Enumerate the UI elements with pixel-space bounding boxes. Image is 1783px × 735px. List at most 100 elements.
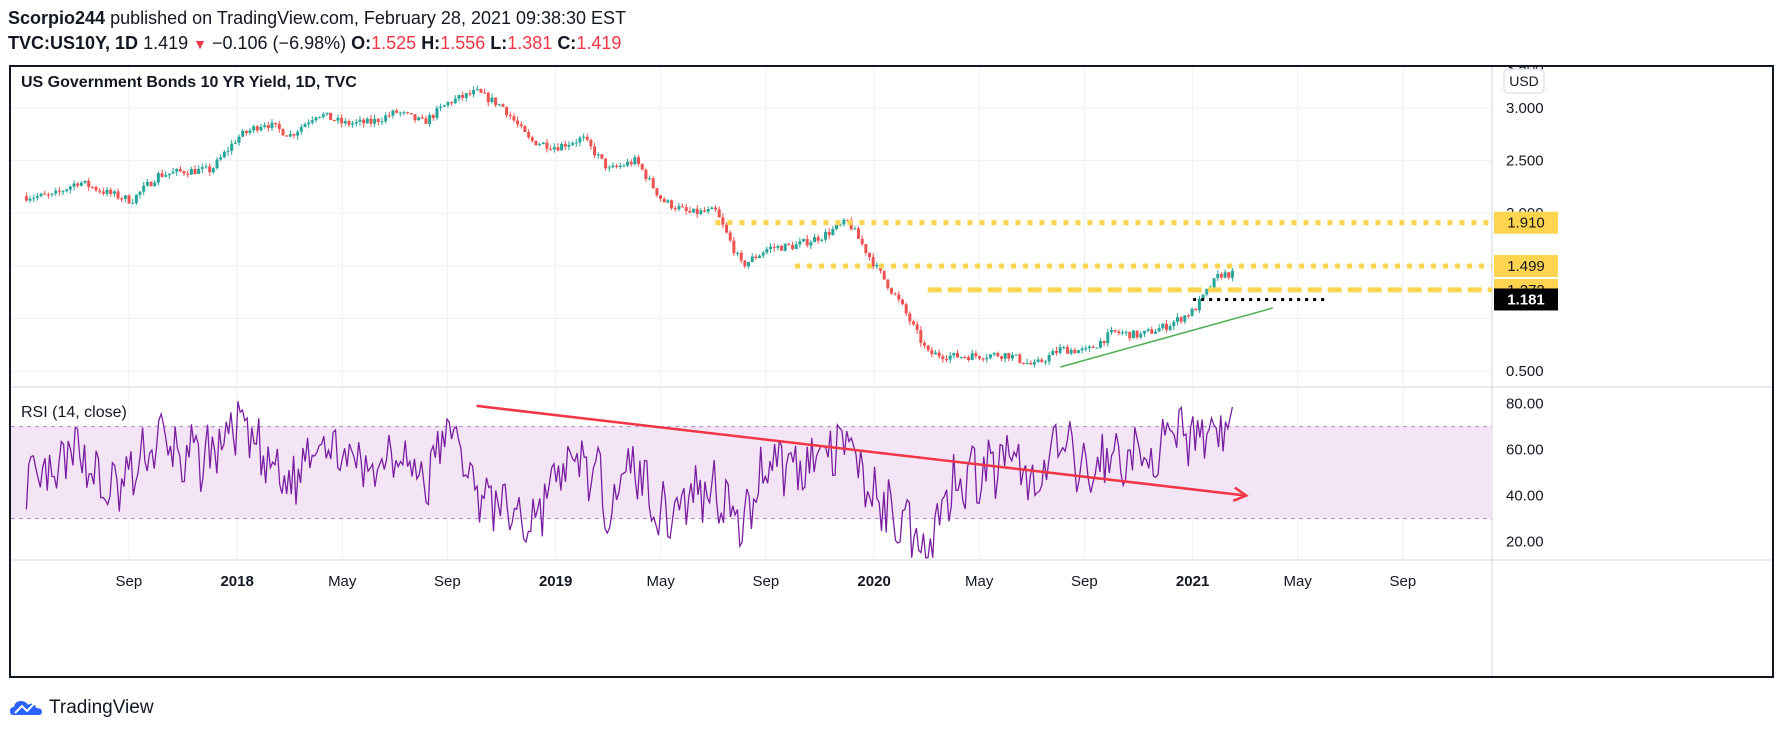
- candle-down: [483, 92, 487, 94]
- candle-up: [35, 195, 39, 198]
- candle-down: [681, 206, 685, 208]
- candle-down: [116, 191, 120, 199]
- candle-up: [142, 185, 146, 192]
- candle-up: [472, 90, 476, 95]
- candle-down: [662, 198, 666, 203]
- candle-down: [534, 140, 538, 146]
- candle-down: [640, 163, 644, 170]
- low-label: L:: [490, 33, 508, 53]
- candle-down: [90, 187, 94, 189]
- candle-up: [571, 143, 575, 145]
- candle-up: [303, 124, 307, 128]
- candle-up: [1139, 333, 1143, 338]
- high-value: 1.556: [440, 33, 486, 53]
- candle-up: [1084, 348, 1088, 350]
- candle-up: [442, 105, 446, 107]
- candle-up: [475, 89, 479, 91]
- candle-up: [28, 198, 32, 201]
- candle-up: [710, 207, 714, 210]
- rsi-title: RSI (14, close): [21, 404, 127, 421]
- candle-up: [358, 119, 362, 122]
- candle-down: [930, 350, 934, 355]
- candle-up: [776, 245, 780, 248]
- candle-down: [717, 209, 721, 218]
- candle-down: [178, 168, 182, 172]
- candle-down: [754, 256, 758, 259]
- author-name[interactable]: Scorpio244: [8, 8, 106, 28]
- candle-down: [101, 191, 105, 194]
- candle-up: [596, 154, 600, 156]
- candle-down: [890, 288, 894, 294]
- candle-down: [1186, 315, 1190, 317]
- candle-down: [912, 321, 916, 325]
- candle-down: [340, 117, 344, 124]
- candle-down: [772, 246, 776, 248]
- candle-up: [384, 115, 388, 122]
- candle-down: [893, 293, 897, 295]
- candle-down: [886, 279, 890, 289]
- candle-up: [446, 102, 450, 106]
- candle-down: [424, 118, 428, 124]
- candle-up: [541, 142, 545, 145]
- candle-down: [974, 353, 978, 357]
- candle-up: [1047, 355, 1051, 362]
- chart-frame[interactable]: Sep 2018 May Sep 2019 May Sep 2020 May Sep 2021 May…: [9, 65, 1774, 678]
- candle-down: [739, 252, 743, 261]
- rsi-tick-label: 40.00: [1506, 488, 1544, 505]
- candle-up: [626, 161, 630, 166]
- candle-down: [519, 124, 523, 127]
- chart-canvas[interactable]: Sep 2018 May Sep 2019 May Sep 2020 May Sep 2021 May…: [11, 67, 1772, 676]
- candle-down: [549, 148, 553, 150]
- candle-up: [1120, 332, 1124, 334]
- candle-up: [769, 246, 773, 250]
- candle-down: [857, 228, 861, 239]
- candle-up: [259, 126, 263, 131]
- candle-down: [864, 244, 868, 253]
- x-tick-label: Sep: [434, 573, 461, 590]
- level-label: 1.499: [1507, 258, 1545, 275]
- currency-badge-label: USD: [1509, 73, 1539, 89]
- candle-up: [233, 142, 237, 144]
- low-value: 1.381: [507, 33, 553, 53]
- candle-up: [398, 112, 402, 114]
- candle-up: [1146, 329, 1150, 331]
- candle-down: [508, 115, 512, 117]
- candle-up: [567, 144, 571, 147]
- candle-up: [1032, 362, 1036, 365]
- candle-down: [941, 356, 945, 360]
- candle-up: [321, 114, 325, 117]
- candle-down: [43, 193, 47, 195]
- candle-up: [131, 202, 135, 204]
- candle-up: [270, 122, 274, 129]
- rsi-tick-label: 60.00: [1506, 442, 1544, 459]
- candle-down: [527, 132, 531, 138]
- candle-up: [380, 121, 384, 123]
- candle-up: [622, 165, 626, 167]
- candle-down: [479, 89, 483, 93]
- candle-down: [409, 113, 413, 115]
- open-value: 1.525: [371, 33, 417, 53]
- level-label: 1.910: [1507, 215, 1545, 232]
- open-label: O:: [351, 33, 372, 53]
- candle-up: [1157, 328, 1161, 332]
- x-tick-label: May: [328, 573, 357, 590]
- candle-up: [1201, 294, 1205, 299]
- candle-up: [1106, 332, 1110, 344]
- candle-down: [98, 190, 102, 192]
- candle-up: [237, 136, 241, 143]
- candle-up: [171, 171, 175, 174]
- candle-up: [582, 136, 586, 138]
- candle-down: [208, 166, 212, 173]
- candle-down: [600, 154, 604, 159]
- footer-brand[interactable]: TradingView: [49, 697, 154, 718]
- candle-up: [68, 186, 72, 190]
- candle-up: [497, 104, 501, 106]
- candle-down: [966, 357, 970, 360]
- candle-up: [633, 157, 637, 165]
- candle-down: [1150, 329, 1154, 334]
- candle-down: [725, 224, 729, 233]
- candle-up: [794, 244, 798, 250]
- candle-down: [450, 102, 454, 104]
- candle-down: [882, 270, 886, 280]
- candle-up: [373, 118, 377, 124]
